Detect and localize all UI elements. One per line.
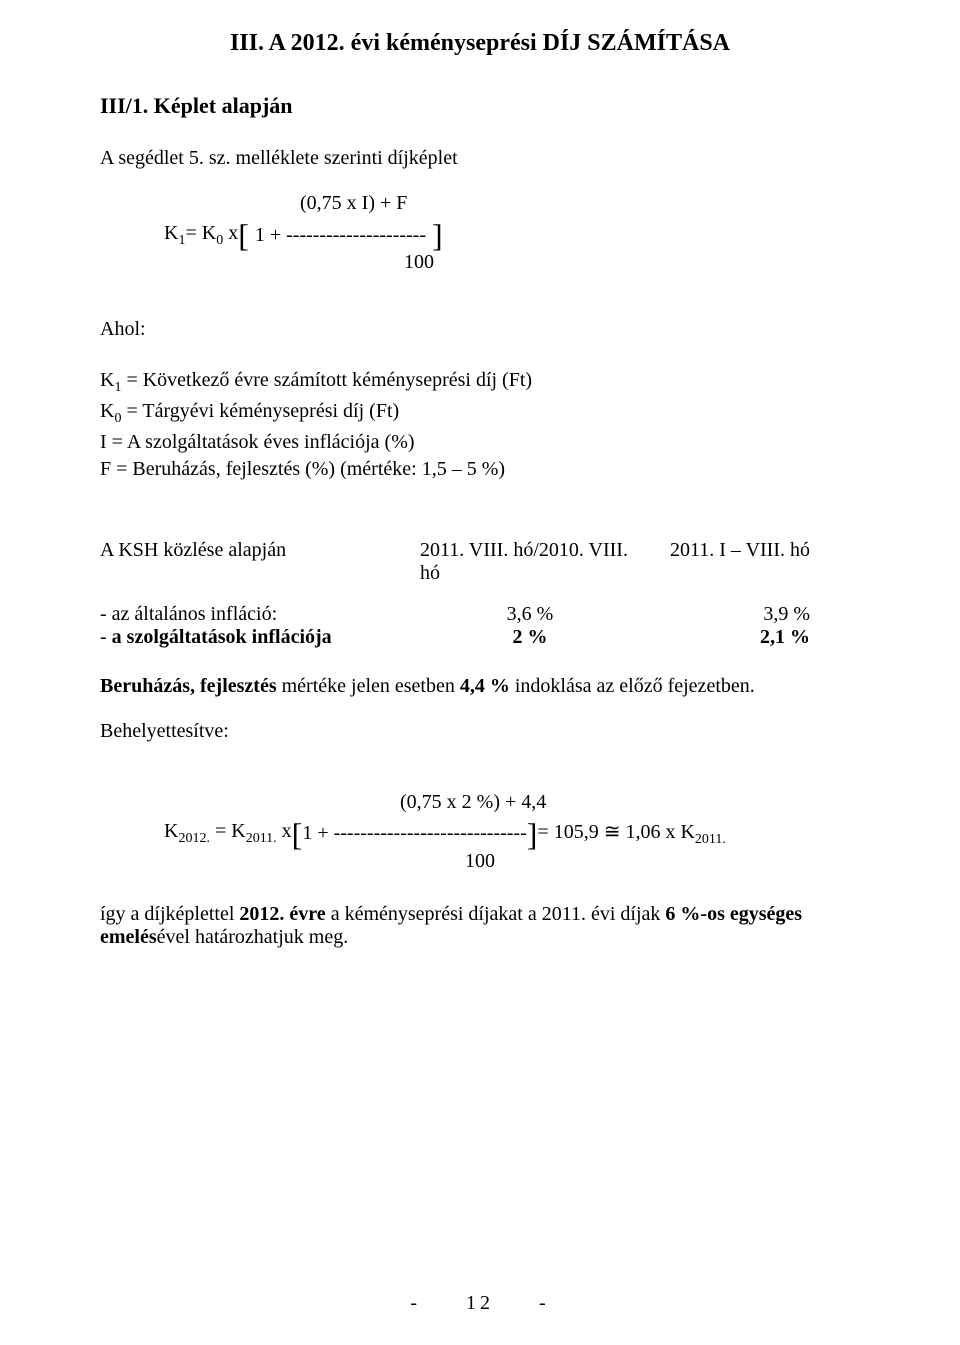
formula-1: (0,75 x I) + F K1= K0 x [ 1 + ----------… [100, 192, 860, 274]
def-k1-text: = Következő évre számított kéményseprési… [121, 369, 532, 391]
igy-a: így a díjképlettel [100, 903, 239, 925]
definitions-block: K1 = Következő évre számított kéménysepr… [100, 367, 860, 483]
formula-2-eq: = K [210, 820, 246, 842]
def-k0-sym: K [100, 400, 114, 422]
ksh-row-2: - a szolgáltatások inflációja 2 % 2,1 % [100, 626, 860, 649]
footer-page-number: 12 [466, 1292, 494, 1314]
ksh-header-c1: A KSH közlése alapján [100, 539, 420, 585]
section-subtitle: III/1. Képlet alapján [100, 93, 860, 119]
def-k0-text: = Tárgyévi kéményseprési díj (Ft) [121, 400, 399, 422]
ksh-row1-c1: - az általános infláció: [100, 603, 420, 626]
ksh-header-c2: 2011. VIII. hó/2010. VIII. hó [420, 539, 640, 585]
footer-dash-right: - [539, 1292, 550, 1314]
ksh-row1-c3: 3,9 % [640, 603, 810, 626]
igy-e: ével határozhatjuk meg. [157, 926, 349, 948]
open-bracket-icon: [ [292, 818, 303, 850]
formula-1-denominator: 100 [404, 251, 860, 274]
formula-2: (0,75 x 2 %) + 4,4 K2012. = K2011. x [ 1… [100, 791, 860, 873]
intro-paragraph: A segédlet 5. sz. melléklete szerinti dí… [100, 147, 860, 170]
ksh-row2-c1: - a szolgáltatások inflációja [100, 626, 420, 649]
open-bracket-icon: [ [238, 219, 249, 251]
beruhazas-mid: mértéke jelen esetben [277, 675, 460, 697]
formula-2-rhs: = 105,9 ≅ 1,06 x K [537, 821, 694, 843]
ksh-row1-c2: 3,6 % [420, 603, 640, 626]
beruhazas-paragraph: Beruházás, fejlesztés mértéke jelen eset… [100, 675, 860, 698]
close-bracket-icon: ] [432, 219, 443, 251]
formula-1-inner-pre: 1 + [255, 224, 286, 246]
ksh-header-row: A KSH közlése alapján 2011. VIII. hó/201… [100, 539, 860, 585]
ksh-row2-c1-pre: - [100, 626, 112, 648]
formula-2-sub2: 2011. [246, 831, 277, 846]
ksh-table: A KSH közlése alapján 2011. VIII. hó/201… [100, 539, 860, 649]
formula-2-dashes: ----------------------------- [334, 822, 527, 844]
formula-1-eq: = K [185, 222, 216, 244]
ksh-row2-c2: 2 % [420, 626, 640, 649]
def-i: I = A szolgáltatások éves inflációja (%) [100, 429, 860, 456]
ahol-label: Ahol: [100, 318, 860, 341]
formula-2-x: x [277, 820, 292, 842]
def-k0: K0 = Tárgyévi kéményseprési díj (Ft) [100, 398, 860, 429]
beruhazas-bold1: Beruházás, fejlesztés [100, 675, 277, 697]
igy-c: a kéményseprési díjakat a 2011. évi díja… [326, 903, 666, 925]
close-bracket-icon: ] [527, 818, 538, 850]
ksh-header-c3: 2011. I – VIII. hó [640, 539, 810, 585]
def-k1-sym: K [100, 369, 114, 391]
ksh-row2-c1-bold: a szolgáltatások inflációja [112, 626, 332, 648]
footer-dash-left: - [410, 1292, 421, 1314]
ksh-row-1: - az általános infláció: 3,6 % 3,9 % [100, 603, 860, 626]
formula-2-lhs: K [164, 820, 178, 842]
page-footer: - 12 - [0, 1292, 960, 1315]
closing-paragraph: így a díjképlettel 2012. évre a kéményse… [100, 903, 860, 949]
behelyettesitve-label: Behelyettesítve: [100, 720, 860, 743]
formula-2-sub1: 2012. [178, 831, 210, 846]
ksh-row2-c3: 2,1 % [640, 626, 810, 649]
formula-1-dashes: --------------------- [286, 224, 426, 246]
formula-1-lhs: K [164, 222, 178, 244]
beruhazas-end: indoklása az előző fejezetben. [510, 675, 755, 697]
page-title: III. A 2012. évi kéményseprési DÍJ SZÁMÍ… [100, 30, 860, 57]
formula-1-main: K1= K0 x [ 1 + --------------------- ] [100, 219, 860, 251]
igy-b: 2012. évre [239, 903, 325, 925]
formula-2-numerator: (0,75 x 2 %) + 4,4 [400, 791, 860, 814]
formula-2-main: K2012. = K2011. x [ 1 + ----------------… [100, 818, 860, 850]
formula-1-numerator: (0,75 x I) + F [300, 192, 860, 215]
beruhazas-bold2: 4,4 % [460, 675, 510, 697]
formula-2-denominator: 100 [465, 850, 860, 873]
def-f: F = Beruházás, fejlesztés (%) (mértéke: … [100, 456, 860, 483]
formula-1-x: x [223, 222, 238, 244]
formula-2-inner-pre: 1 + [302, 822, 333, 844]
formula-2-rhs-sub: 2011. [695, 832, 726, 847]
def-k1: K1 = Következő évre számított kéménysepr… [100, 367, 860, 398]
